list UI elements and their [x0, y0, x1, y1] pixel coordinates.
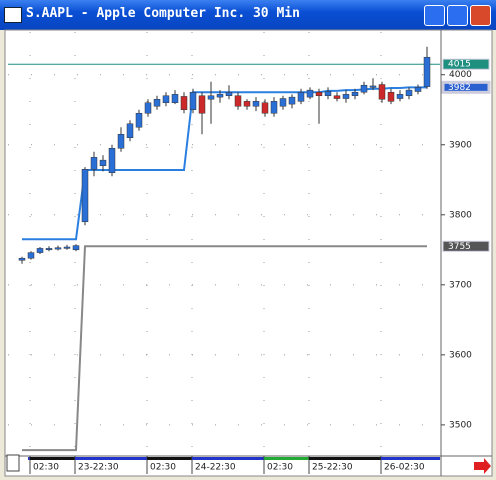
candle-body [36, 248, 44, 253]
candle-body [333, 95, 341, 99]
candle-body [54, 247, 62, 250]
title-bar: S.AAPL - Apple Computer Inc. 30 Min [0, 0, 496, 30]
candle-body [234, 95, 242, 107]
candle-body [261, 102, 269, 114]
candle-body [315, 91, 323, 96]
candle-body [27, 252, 35, 259]
axis-strip [192, 457, 264, 460]
y-tick-label: 3700 [449, 280, 472, 290]
candle-body [99, 159, 107, 167]
candle-body [171, 94, 179, 103]
corner-box [6, 454, 20, 472]
candle-body [72, 245, 80, 251]
axis-strip [75, 457, 147, 460]
candle-body [45, 248, 53, 251]
maximize-button[interactable] [447, 5, 468, 26]
price-tag-label: 3982 [448, 83, 471, 93]
minimize-button[interactable] [424, 5, 445, 26]
candle-body [387, 91, 395, 102]
candle-body [423, 56, 431, 87]
x-tick-label: 02:30 [33, 463, 59, 473]
candle-body [90, 157, 98, 170]
candle-body [414, 87, 422, 92]
candle-body [306, 89, 314, 98]
candle-body [153, 98, 161, 107]
x-tick-label: 02:30 [150, 463, 176, 473]
candle-body [135, 112, 143, 128]
candle-body [18, 257, 26, 261]
candle-body [63, 246, 71, 249]
price-tag-label: 3755 [448, 242, 471, 252]
candle-body [405, 89, 413, 96]
x-tick-label: 24-22:30 [195, 463, 236, 473]
x-tick-label: 25-22:30 [312, 463, 353, 473]
y-tick-label: 3800 [449, 210, 472, 220]
candle-body [180, 96, 188, 110]
y-tick-label: 4000 [449, 70, 472, 80]
candle-body [216, 94, 224, 98]
candle-body [243, 101, 251, 107]
price-tag [442, 58, 490, 70]
candle-body [360, 84, 368, 93]
candle-body [396, 94, 404, 99]
axis-strip [28, 457, 30, 460]
candle-body [369, 85, 377, 88]
price-tag [441, 80, 491, 94]
close-button[interactable] [470, 5, 491, 26]
candle-body [81, 169, 89, 223]
app-icon [4, 7, 22, 23]
candle-body [225, 91, 233, 96]
candle-body [279, 98, 287, 107]
window-title: S.AAPL - Apple Computer Inc. 30 Min [26, 6, 300, 21]
candle-body [162, 95, 170, 103]
y-tick-label: 3900 [449, 140, 472, 150]
candle-body [117, 133, 125, 149]
price-tag [442, 240, 490, 252]
candle-body [297, 91, 305, 102]
candle-body [189, 91, 197, 110]
x-tick-label: 02:30 [267, 463, 293, 473]
scroll-arrow[interactable] [474, 458, 491, 474]
line-series [22, 86, 427, 241]
candle-body [144, 102, 152, 114]
candle-body [126, 123, 134, 138]
y-tick-label: 3600 [449, 350, 472, 360]
x-tick-label: 23-22:30 [78, 463, 119, 473]
candle-body [108, 148, 116, 174]
candle-body [324, 91, 332, 96]
candle-body [270, 101, 278, 114]
x-tick-label: 26-02:30 [384, 463, 425, 473]
candle-body [378, 84, 386, 100]
axis-strip [30, 457, 75, 460]
candle-body [351, 91, 359, 96]
y-tick-label: 3500 [449, 420, 472, 430]
axis-strip [381, 457, 440, 460]
price-tag-label: 4015 [448, 60, 471, 70]
axis-strip [309, 457, 381, 460]
axis-strip [147, 457, 192, 460]
candle-body [198, 95, 206, 114]
candle-body [342, 94, 350, 99]
line-series [22, 245, 427, 452]
candle-body [252, 101, 260, 107]
candle-body [288, 96, 296, 105]
candle-body [207, 95, 215, 100]
axis-strip [264, 457, 309, 460]
